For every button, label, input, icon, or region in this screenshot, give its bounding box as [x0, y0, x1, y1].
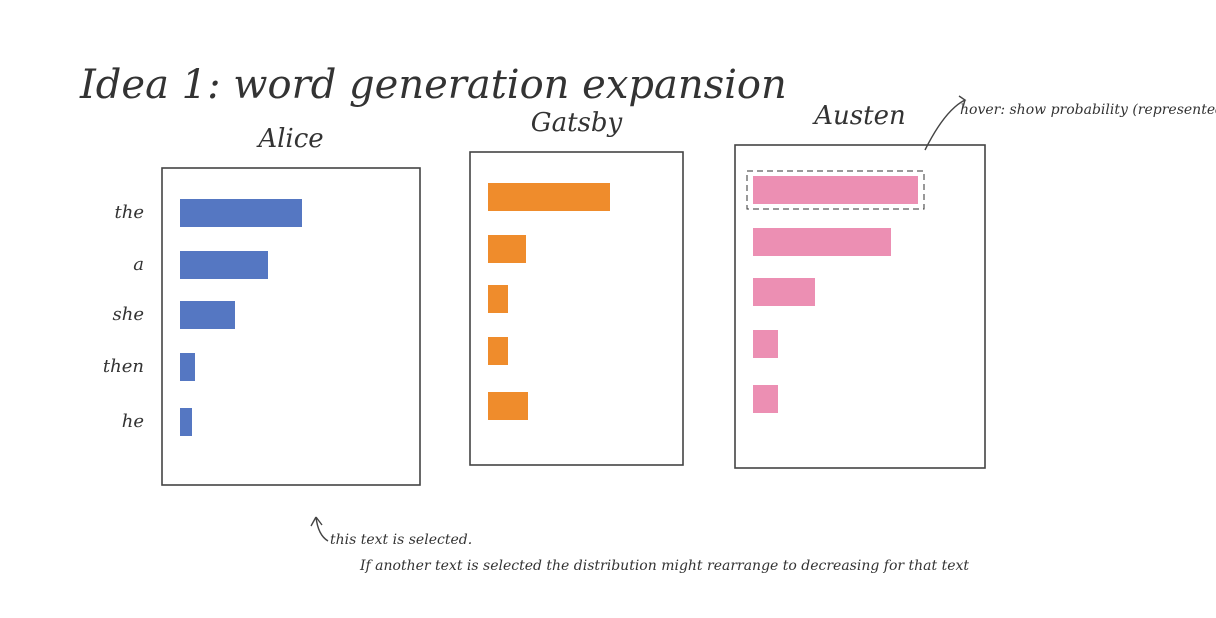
- bar: [488, 392, 528, 420]
- hover-outline: [746, 170, 925, 210]
- bar: [488, 183, 610, 211]
- rearrange-note: If another text is selected the distribu…: [359, 558, 969, 574]
- category-label: she: [113, 304, 144, 325]
- panel-frame: [734, 144, 986, 469]
- category-label: the: [115, 202, 144, 223]
- bar: [488, 337, 508, 365]
- panel-title: Alice: [256, 124, 323, 154]
- panel-frame: [161, 167, 421, 486]
- bar: [180, 353, 195, 381]
- page-title: Idea 1: word generation expansion: [79, 62, 787, 108]
- bar: [180, 301, 235, 329]
- bar: [753, 385, 778, 413]
- bar: [180, 408, 192, 436]
- bar: [488, 235, 526, 263]
- bar: [180, 199, 302, 227]
- bar: [180, 251, 268, 279]
- category-label: he: [122, 411, 144, 432]
- category-label: a: [133, 254, 144, 275]
- panel-title: Gatsby: [531, 108, 623, 138]
- panel-frame: [469, 151, 684, 466]
- bar: [753, 228, 891, 256]
- hover-note: hover: show probability (represented) an…: [960, 102, 1216, 118]
- panel-title: Austen: [812, 101, 905, 131]
- selection-note: this text is selected.: [330, 532, 472, 548]
- bar: [488, 285, 508, 313]
- hover-arrow: [924, 95, 967, 151]
- pointer-arrow: [310, 516, 329, 542]
- category-label: then: [103, 356, 144, 377]
- bar: [753, 330, 778, 358]
- bar: [753, 278, 815, 306]
- bar: [753, 176, 918, 204]
